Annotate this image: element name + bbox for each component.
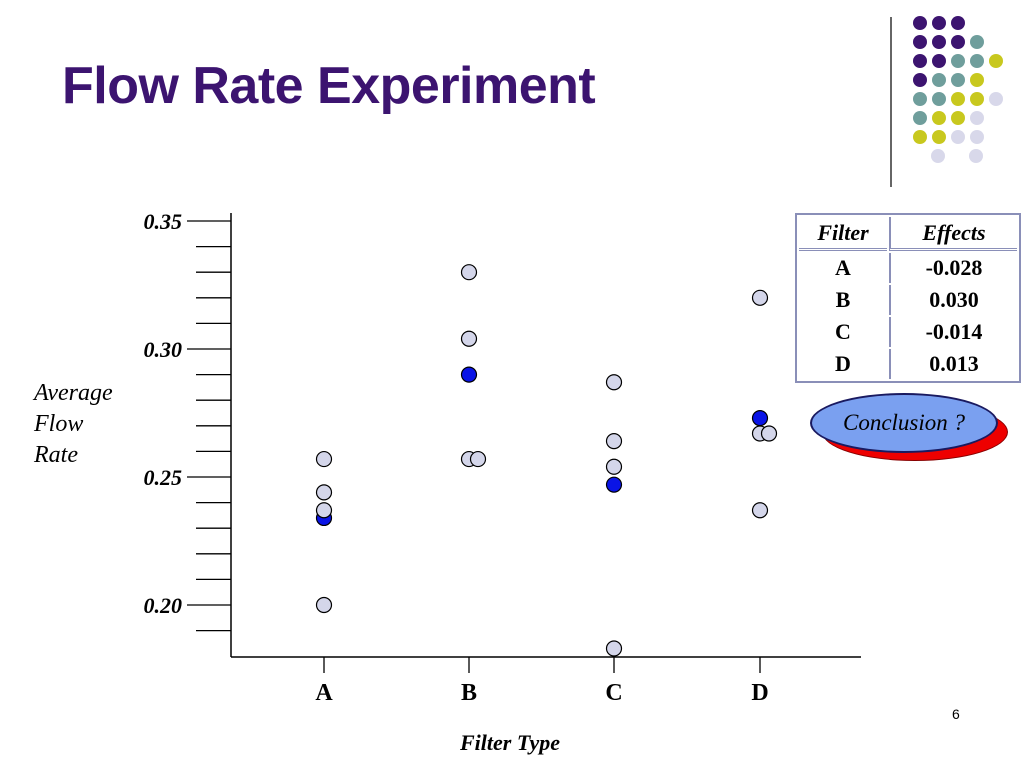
mean-point — [751, 410, 769, 427]
decor-dot — [913, 35, 927, 49]
data-point — [605, 374, 623, 391]
conclusion-callout: Conclusion ? — [810, 393, 1008, 463]
decor-dot — [932, 92, 946, 106]
decor-dot — [951, 130, 965, 144]
decor-dot — [969, 149, 983, 163]
decor-dot — [913, 92, 927, 106]
data-point — [460, 264, 478, 281]
decor-dot — [913, 54, 927, 68]
table-row: D 0.013 — [799, 349, 1017, 379]
x-axis-label: Filter Type — [460, 730, 560, 755]
decor-dot — [932, 73, 946, 87]
decor-dot — [970, 92, 984, 106]
decor-dot — [932, 111, 946, 125]
decor-dot — [932, 35, 946, 49]
slide-title: Flow Rate Experiment — [62, 57, 596, 115]
decor-dot — [913, 16, 927, 30]
y-axis-label: Average Flow Rate — [34, 378, 144, 471]
conclusion-button[interactable]: Conclusion ? — [810, 393, 998, 453]
data-point — [751, 289, 769, 306]
decorative-dot-grid — [890, 16, 1003, 187]
y-axis-label-line: Rate — [34, 442, 78, 468]
header-filter: Filter — [799, 217, 887, 251]
x-tick-label: B — [461, 680, 477, 706]
decor-dot — [951, 54, 965, 68]
x-tick-label: A — [315, 680, 333, 706]
effect-cell: 0.013 — [889, 349, 1017, 379]
effect-cell: -0.028 — [889, 253, 1017, 283]
effect-cell: 0.030 — [889, 285, 1017, 315]
decor-dot — [932, 16, 946, 30]
y-tick-label: 0.30 — [144, 337, 183, 362]
x-tick-label: D — [751, 680, 768, 706]
decor-dot — [951, 35, 965, 49]
filter-cell: C — [835, 319, 851, 344]
x-tick-label: C — [605, 680, 622, 706]
y-tick-label: 0.25 — [144, 465, 183, 490]
decor-dot — [951, 16, 965, 30]
page-number: 6 — [952, 706, 960, 722]
filter-cell: D — [835, 351, 851, 376]
decor-dot — [970, 73, 984, 87]
mean-point — [460, 366, 478, 383]
effects-table: Filter Effects A -0.028 B 0.030 C -0.014… — [795, 213, 1021, 383]
decor-dot — [932, 54, 946, 68]
mean-point — [605, 476, 623, 493]
data-point — [315, 484, 333, 501]
decor-dot — [951, 73, 965, 87]
data-point — [315, 502, 333, 519]
table-row: B 0.030 — [799, 285, 1017, 315]
data-point — [605, 458, 623, 475]
effect-cell: -0.014 — [889, 317, 1017, 347]
y-tick-label: 0.20 — [144, 593, 183, 618]
table-row: A -0.028 — [799, 253, 1017, 283]
table-row: C -0.014 — [799, 317, 1017, 347]
decor-dot — [970, 111, 984, 125]
data-point — [460, 330, 478, 347]
y-axis-label-line: Average — [34, 380, 113, 406]
decor-dot — [951, 92, 965, 106]
data-point — [605, 433, 623, 450]
table-header-row: Filter Effects — [799, 217, 1017, 251]
decor-dot — [913, 73, 927, 87]
data-point — [751, 502, 769, 519]
decor-dot — [989, 92, 1003, 106]
data-point — [605, 640, 623, 657]
filter-cell: B — [835, 287, 851, 312]
data-point — [315, 450, 333, 468]
decor-dot — [951, 111, 965, 125]
data-point — [315, 596, 333, 614]
data-point — [760, 425, 778, 442]
header-effects: Effects — [889, 217, 1017, 251]
decor-dot — [970, 130, 984, 144]
data-point — [469, 450, 487, 468]
decor-dot — [913, 111, 927, 125]
decor-dot — [932, 130, 946, 144]
decor-dot — [970, 54, 984, 68]
filter-cell: A — [835, 255, 851, 280]
decor-dot — [989, 54, 1003, 68]
decor-dot — [970, 35, 984, 49]
y-axis-label-line: Flow — [34, 411, 84, 437]
decor-dot — [913, 130, 927, 144]
decor-dot — [931, 149, 945, 163]
y-tick-label: 0.35 — [144, 209, 183, 234]
